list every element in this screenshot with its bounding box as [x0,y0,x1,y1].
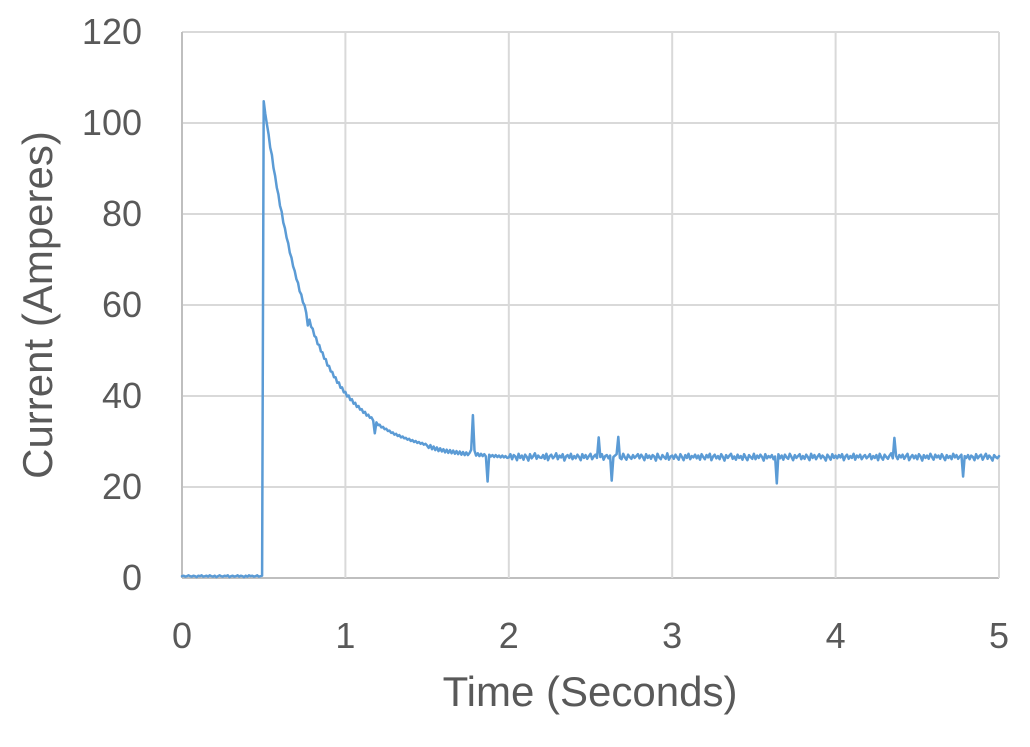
y-tick-label: 80 [101,193,142,234]
series-line-current [180,99,1001,579]
y-tick-label: 40 [101,375,142,416]
x-tick-label: 3 [662,615,683,656]
x-axis-title: Time (Seconds) [442,668,738,715]
x-tick-label: 1 [335,615,356,656]
x-tick-label: 0 [171,615,193,656]
y-tick-label: 60 [101,284,142,325]
x-tick-label: 4 [825,615,846,656]
y-tick-label: 120 [81,11,142,52]
x-tick-label: 2 [498,615,519,656]
x-tick-label: 5 [988,615,1010,656]
y-tick-label: 100 [81,102,142,143]
y-tick-label: 20 [101,466,142,507]
y-tick-label: 0 [121,557,142,598]
